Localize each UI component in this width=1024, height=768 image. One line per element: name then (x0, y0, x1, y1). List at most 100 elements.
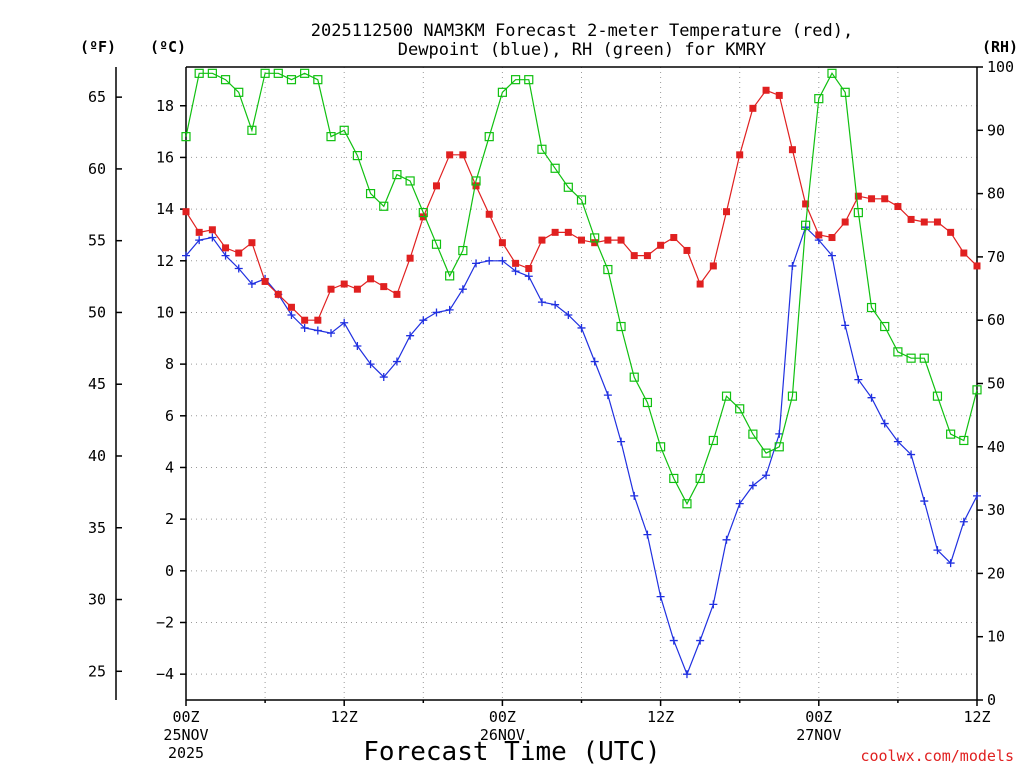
rh-point (761, 448, 771, 458)
celsius-tick-label: −2 (156, 613, 174, 631)
temperature-point (854, 192, 862, 200)
temperature-point (907, 215, 915, 223)
temperature-point (182, 208, 190, 216)
dewpoint-point (867, 393, 876, 402)
rh-point (735, 404, 745, 414)
rh-point (840, 87, 850, 97)
rh-point (721, 391, 732, 401)
rh-point (181, 132, 191, 142)
temperature-point (274, 290, 282, 298)
temperature-point (670, 234, 678, 242)
temperature-point (828, 234, 836, 242)
temperature-point (947, 228, 955, 236)
x-tick-date-label: 26NOV (480, 726, 525, 744)
temperature-point (222, 244, 230, 252)
rh-point (260, 68, 270, 78)
temperature-point (683, 246, 691, 254)
rh-point (576, 195, 587, 205)
dewpoint-point (182, 251, 190, 260)
dewpoint-point (577, 323, 586, 332)
series-line (185, 72, 978, 506)
dewpoint-point (221, 251, 230, 260)
dewpoint-point (208, 233, 217, 242)
dewpoint-point (498, 256, 507, 265)
rh-point (642, 397, 653, 408)
x-tick-date-label: 27NOV (796, 726, 841, 744)
dewpoint-point (630, 491, 639, 500)
dewpoint-point (445, 305, 454, 314)
x-tick-label: 00Z (172, 708, 199, 726)
rh-tick-label: 0 (987, 691, 996, 709)
data-series (181, 68, 982, 679)
dewpoint-point (973, 491, 981, 500)
fahrenheit-tick-label: 50 (88, 303, 106, 321)
temperature-point (485, 210, 493, 218)
dewpoint-point (656, 592, 665, 601)
temperature-point (235, 249, 243, 257)
temperature-point (393, 290, 401, 298)
rh-point (695, 473, 705, 484)
dewpoint-point (920, 497, 929, 506)
rh-tick-label: 100 (987, 58, 1014, 76)
dewpoint-point (234, 264, 243, 273)
rh-point (866, 302, 877, 313)
celsius-tick-label: 8 (165, 355, 174, 373)
unit-label-fahrenheit: (ºF) (80, 38, 116, 56)
temperature-point (367, 275, 375, 283)
dewpoint-point (841, 321, 850, 330)
dewpoint-point (946, 559, 955, 568)
celsius-tick-label: 16 (156, 148, 174, 166)
x-tick-date-label: 25NOV (163, 726, 208, 744)
fahrenheit-tick-label: 40 (88, 447, 106, 465)
dewpoint-point (709, 600, 718, 609)
dewpoint-point (617, 437, 626, 446)
dewpoint-point (603, 391, 612, 400)
dewpoint-point (432, 308, 441, 317)
celsius-tick-label: 18 (156, 97, 174, 115)
x-tick-label: 12Z (963, 708, 990, 726)
series-dewpoint (182, 223, 981, 679)
fahrenheit-tick-label: 25 (88, 662, 106, 680)
temperature-point (446, 151, 454, 159)
temperature-point (960, 249, 968, 257)
rh-point (827, 68, 837, 78)
rh-point (379, 201, 389, 211)
rh-tick-label: 70 (987, 248, 1005, 266)
dewpoint-point (564, 311, 573, 320)
temperature-point (551, 228, 559, 236)
dewpoint-point (511, 267, 520, 276)
temperature-point (208, 226, 216, 234)
rh-tick-label: 80 (987, 185, 1005, 203)
temperature-point (314, 316, 322, 324)
rh-point (352, 151, 362, 161)
rh-point (629, 372, 639, 382)
celsius-tick-label: −4 (156, 665, 174, 683)
temperature-point (604, 236, 612, 244)
temperature-point (815, 231, 823, 239)
temperature-point (736, 151, 744, 159)
celsius-tick-label: 6 (165, 407, 174, 425)
dewpoint-point (313, 326, 322, 335)
rh-point (669, 473, 679, 484)
rh-point (524, 75, 534, 85)
rh-point (550, 163, 560, 173)
temperature-point (788, 146, 796, 154)
temperature-point (459, 151, 467, 159)
dewpoint-point (590, 357, 599, 366)
temperature-point (301, 316, 309, 324)
rh-point (563, 182, 573, 192)
temperature-point (498, 239, 506, 247)
dewpoint-point (537, 298, 546, 307)
dewpoint-point (669, 636, 678, 645)
x-tick-label: 00Z (489, 708, 516, 726)
celsius-tick-label: 14 (156, 200, 174, 218)
temperature-point (340, 280, 348, 288)
rh-point (932, 391, 943, 401)
rh-point (946, 429, 956, 439)
rh-point (286, 75, 297, 85)
celsius-tick-label: 12 (156, 252, 174, 270)
rh-point (880, 321, 890, 332)
fahrenheit-tick-label: 35 (88, 519, 106, 537)
